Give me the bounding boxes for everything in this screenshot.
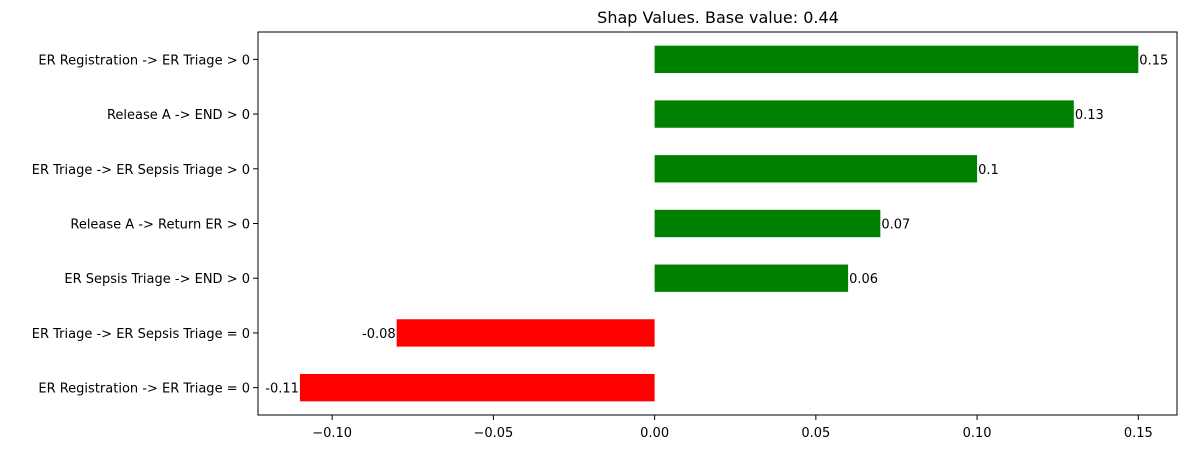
bar-4 [654,264,849,292]
y-tick-label-1: Release A -> END > 0 [107,108,250,123]
x-tick-label-3: 0.05 [801,426,830,441]
data-label-1: 0.13 [1075,108,1104,123]
y-tick-label-0: ER Registration -> ER Triage > 0 [38,53,250,68]
y-tick-label-3: Release A -> Return ER > 0 [70,218,250,233]
y-axis-ticks: ER Registration -> ER Triage > 0 Release … [32,53,258,397]
data-label-4: 0.06 [849,272,878,287]
data-labels-layer: 0.15 0.13 0.1 0.07 0.06 -0.08 -0.11 [265,53,1168,396]
bar-6 [299,373,655,402]
x-tick-label-4: 0.10 [963,426,992,441]
plot-frame [257,31,1178,416]
x-axis-ticks: −0.10 −0.05 0.00 0.05 0.10 0.15 [312,415,1153,441]
data-label-3: 0.07 [881,218,910,233]
data-label-6: -0.11 [265,382,299,397]
x-tick-label-2: 0.00 [640,426,669,441]
y-tick-label-4: ER Sepsis Triage -> END > 0 [64,272,250,287]
data-label-5: -0.08 [362,327,396,342]
y-tick-label-2: ER Triage -> ER Sepsis Triage > 0 [32,163,250,178]
bar-2 [654,155,978,183]
data-label-2: 0.1 [978,163,999,178]
y-tick-label-6: ER Registration -> ER Triage = 0 [38,382,250,397]
bar-1 [654,100,1074,128]
x-tick-label-0: −0.10 [312,426,352,441]
bar-5 [396,319,655,347]
chart-title: Shap Values. Base value: 0.44 [597,8,839,27]
bar-3 [654,209,881,238]
x-tick-label-1: −0.05 [473,426,513,441]
y-tick-label-5: ER Triage -> ER Sepsis Triage = 0 [32,327,250,342]
x-tick-label-5: 0.15 [1124,426,1153,441]
bars-layer [299,45,1139,402]
bar-0 [654,45,1139,74]
data-label-0: 0.15 [1139,53,1168,68]
